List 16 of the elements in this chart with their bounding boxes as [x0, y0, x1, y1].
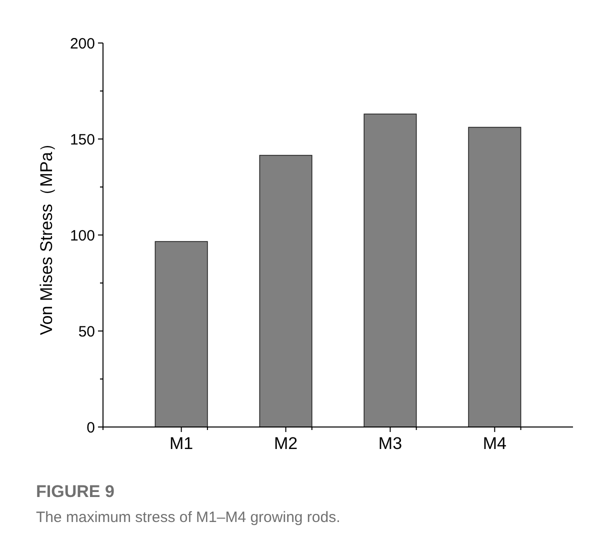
bar	[468, 126, 522, 428]
x-tick-label: M2	[274, 434, 298, 453]
x-tick-label: M4	[482, 434, 506, 453]
y-tick-label: 50	[78, 323, 95, 340]
bar	[259, 154, 312, 428]
bar	[364, 114, 417, 428]
y-tick-label: 100	[70, 227, 95, 244]
y-tick-label: 150	[70, 131, 95, 148]
x-tick-label: M1	[170, 434, 194, 453]
caption: FIGURE 9	[36, 482, 114, 501]
y-tick-label: 200	[70, 35, 95, 52]
x-tick-label: M3	[378, 434, 402, 453]
y-axis-title: Von Mises Stress（MPa）	[37, 134, 56, 336]
bar	[154, 241, 208, 428]
y-tick-label: 0	[86, 419, 95, 436]
text: The maximum stress of M1–M4 growing rods.	[36, 509, 340, 526]
